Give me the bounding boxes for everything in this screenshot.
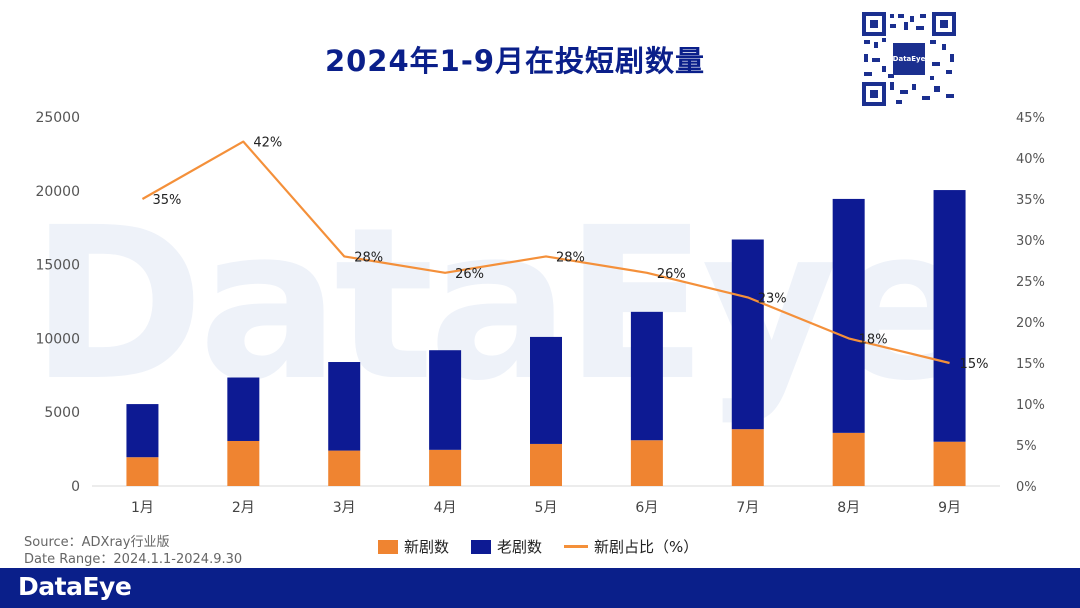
bar-old-5 <box>530 336 562 444</box>
chart-title: 2024年1-9月在投短剧数量 <box>324 44 706 78</box>
left-axis-ticks: 0 5000 10000 15000 20000 25000 <box>35 110 80 495</box>
line-layer <box>141 140 950 365</box>
ratio-label-5: 28% <box>556 250 585 265</box>
right-tick-8: 35% <box>1016 193 1045 208</box>
footer-logo: DataEye <box>18 572 132 601</box>
legend-label-old: 老剧数 <box>497 538 543 556</box>
qr-code: DataEye <box>860 10 958 108</box>
right-tick-9: 40% <box>1016 152 1045 167</box>
bar-new-8 <box>832 432 865 486</box>
bar-old-8 <box>832 198 865 433</box>
legend-item-ratio: 新剧占比（%） <box>564 536 698 557</box>
left-tick-25000: 25000 <box>35 110 80 126</box>
bar-old-9 <box>933 190 966 442</box>
watermark-logo: DataEye <box>30 182 975 427</box>
left-tick-0: 0 <box>71 479 80 495</box>
qr-code-pattern <box>860 10 958 108</box>
legend-label-new: 新剧数 <box>404 538 450 556</box>
left-tick-10000: 10000 <box>35 331 80 347</box>
bar-old-1 <box>126 404 159 458</box>
ratio-label-1: 35% <box>152 193 181 208</box>
bar-new-7 <box>731 429 764 486</box>
x-tick-9: 9月 <box>938 500 961 516</box>
date-range-line: Date Range：2024.1.1-2024.9.30 <box>24 552 243 567</box>
bar-old-6 <box>630 311 663 441</box>
bars-layer <box>126 190 966 486</box>
bar-new-9 <box>933 441 966 486</box>
left-tick-20000: 20000 <box>35 184 80 200</box>
x-tick-2: 2月 <box>232 500 255 516</box>
x-tick-5: 5月 <box>535 500 558 516</box>
bar-old-4 <box>429 350 462 450</box>
right-tick-7: 30% <box>1016 234 1045 249</box>
bar-old-3 <box>328 362 361 451</box>
ratio-label-9: 15% <box>960 357 989 372</box>
ratio-label-2: 42% <box>253 136 282 151</box>
legend-swatch-old <box>471 539 492 554</box>
right-tick-4: 15% <box>1016 357 1045 372</box>
x-tick-4: 4月 <box>434 500 457 516</box>
right-tick-5: 20% <box>1016 316 1045 331</box>
source-note: Source：ADXray行业版 Date Range：2024.1.1-202… <box>24 534 242 568</box>
right-tick-3: 10% <box>1016 398 1045 413</box>
bar-new-6 <box>630 440 663 486</box>
legend-item-old: 老剧数 <box>471 536 542 557</box>
right-tick-10: 45% <box>1016 111 1045 126</box>
legend-swatch-new <box>378 539 398 554</box>
bar-new-5 <box>530 443 562 486</box>
left-tick-5000: 5000 <box>44 405 80 421</box>
right-tick-6: 25% <box>1016 275 1045 290</box>
ratio-label-6: 26% <box>657 267 686 282</box>
legend-label-ratio: 新剧占比（%） <box>594 538 699 556</box>
bar-new-3 <box>328 450 361 486</box>
right-tick-1: 0% <box>1016 480 1037 495</box>
bar-new-2 <box>227 440 260 486</box>
ratio-label-3: 28% <box>354 250 383 265</box>
x-tick-7: 7月 <box>736 500 759 516</box>
x-tick-1: 1月 <box>131 500 154 516</box>
ratio-label-8: 18% <box>859 332 888 347</box>
legend: 新剧数 老剧数 新剧占比（%） <box>378 536 720 557</box>
right-axis-ticks: 0% 5% 10% 15% 20% 25% 30% 35% 40% 45% <box>1016 111 1045 495</box>
bar-new-1 <box>126 457 159 486</box>
x-axis-ticks: 1月 2月 3月 4月 5月 6月 7月 8月 9月 <box>131 500 961 516</box>
x-tick-3: 3月 <box>333 500 356 516</box>
legend-swatch-ratio <box>564 545 589 548</box>
qr-center-logo: DataEye <box>893 43 925 75</box>
footer-bar: DataEye <box>0 568 1080 608</box>
bar-old-2 <box>227 377 260 441</box>
ratio-line <box>141 140 950 365</box>
line-data-labels: 35% 42% 28% 26% 28% 26% 23% 18% 15% <box>152 136 988 372</box>
x-tick-8: 8月 <box>837 500 860 516</box>
left-tick-15000: 15000 <box>35 258 80 274</box>
bar-new-4 <box>429 449 462 486</box>
x-tick-6: 6月 <box>635 500 658 516</box>
ratio-label-4: 26% <box>455 267 484 282</box>
legend-item-new: 新剧数 <box>378 536 449 557</box>
right-tick-2: 5% <box>1016 439 1037 454</box>
ratio-label-7: 23% <box>758 291 787 306</box>
bar-old-7 <box>731 239 764 430</box>
source-line: Source：ADXray行业版 <box>24 535 170 550</box>
